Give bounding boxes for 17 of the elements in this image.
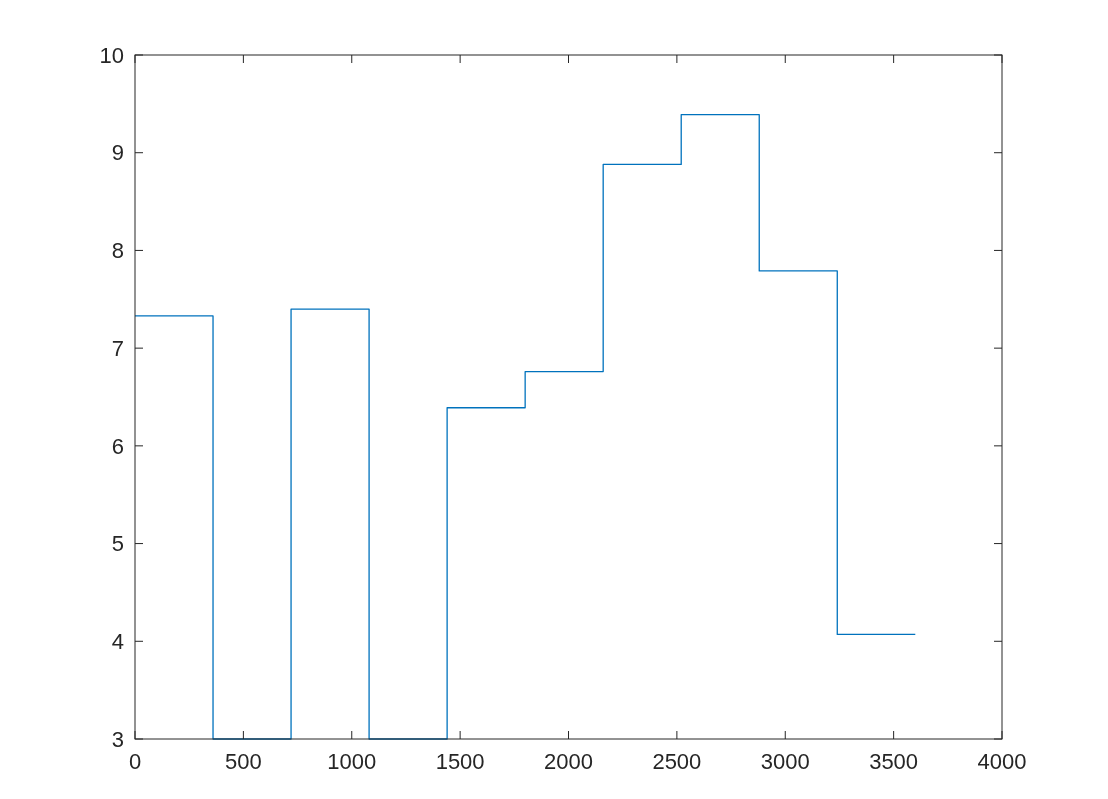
- x-tick-label: 4000: [977, 749, 1027, 774]
- y-tick-label: 5: [111, 531, 124, 557]
- y-tick-label: 7: [111, 335, 124, 361]
- x-tick-label: 3500: [869, 749, 919, 774]
- x-tick-label: 0: [128, 749, 142, 774]
- x-tick-label: 1500: [435, 749, 485, 774]
- y-tick-label: 6: [111, 433, 124, 459]
- y-tick-label: 4: [111, 628, 124, 654]
- x-tick-label: 500: [225, 749, 262, 774]
- x-tick-label: 1000: [327, 749, 377, 774]
- y-tick-label: 8: [111, 238, 124, 264]
- y-tick-label: 3: [111, 726, 124, 752]
- y-tick-label: 9: [111, 140, 124, 166]
- x-tick-label: 2000: [544, 749, 593, 774]
- x-tick-label: 2500: [652, 749, 702, 774]
- x-tick-label: 3000: [760, 749, 810, 774]
- y-tick-label: 10: [99, 42, 124, 68]
